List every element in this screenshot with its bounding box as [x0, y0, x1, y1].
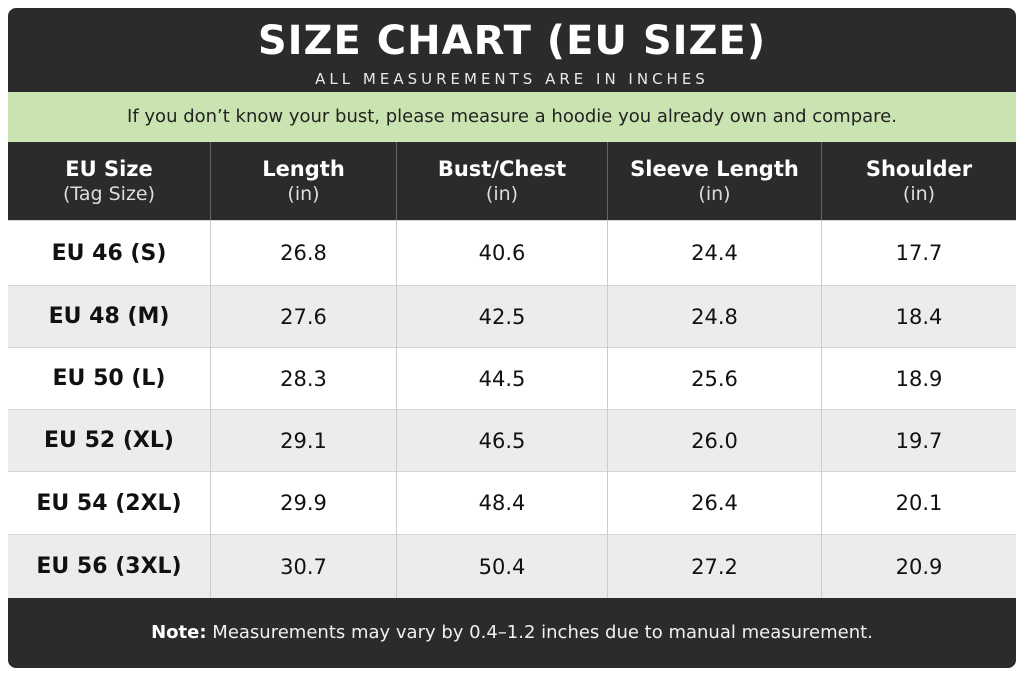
measure-cell: 50.4	[396, 534, 607, 598]
measure-cell: 48.4	[396, 471, 607, 534]
measure-cell: 27.6	[210, 285, 396, 347]
measure-cell: 26.8	[210, 220, 396, 285]
measure-cell: 40.6	[396, 220, 607, 285]
measure-cell: 27.2	[607, 534, 821, 598]
size-cell: EU 50 (L)	[8, 347, 210, 409]
measure-cell: 25.6	[607, 347, 821, 409]
measure-cell: 18.4	[821, 285, 1016, 347]
measure-cell: 17.7	[821, 220, 1016, 285]
title: SIZE CHART (EU SIZE)	[257, 18, 767, 64]
notice: If you don’t know your bust, please meas…	[8, 92, 1016, 142]
size-chart: SIZE CHART (EU SIZE) ALL MEASUREMENTS AR…	[8, 8, 1016, 668]
note-text: Measurements may vary by 0.4–1.2 inches …	[212, 622, 873, 643]
measure-cell: 20.9	[821, 534, 1016, 598]
size-cell: EU 54 (2XL)	[8, 471, 210, 534]
measure-cell: 26.0	[607, 409, 821, 471]
column-unit: (in)	[902, 183, 936, 205]
measure-cell: 20.1	[821, 471, 1016, 534]
column-label: EU Size	[65, 157, 153, 181]
subtitle: ALL MEASUREMENTS ARE IN INCHES	[315, 70, 709, 88]
measure-cell: 42.5	[396, 285, 607, 347]
measure-cell: 24.8	[607, 285, 821, 347]
column-label: Bust/Chest	[437, 157, 567, 181]
measure-cell: 28.3	[210, 347, 396, 409]
measure-cell: 18.9	[821, 347, 1016, 409]
measure-cell: 24.4	[607, 220, 821, 285]
note-label: Note:	[151, 622, 207, 643]
column-header: Sleeve Length (in)	[607, 142, 821, 220]
measure-cell: 30.7	[210, 534, 396, 598]
column-header: Length (in)	[210, 142, 396, 220]
size-cell: EU 48 (M)	[8, 285, 210, 347]
column-header: Shoulder (in)	[821, 142, 1016, 220]
measure-cell: 44.5	[396, 347, 607, 409]
size-cell: EU 46 (S)	[8, 220, 210, 285]
column-header: Bust/Chest (in)	[396, 142, 607, 220]
size-cell: EU 52 (XL)	[8, 409, 210, 471]
column-header: EU Size (Tag Size)	[8, 142, 210, 220]
column-label: Length	[262, 157, 345, 181]
header: SIZE CHART (EU SIZE) ALL MEASUREMENTS AR…	[8, 8, 1016, 92]
column-label: Shoulder	[865, 157, 973, 181]
measure-cell: 29.1	[210, 409, 396, 471]
measure-cell: 19.7	[821, 409, 1016, 471]
table: EU Size (Tag Size) Length (in) Bust/Chest (in…	[8, 142, 1016, 598]
size-cell: EU 56 (3XL)	[8, 534, 210, 598]
column-unit: (in)	[485, 183, 519, 205]
measure-cell: 46.5	[396, 409, 607, 471]
column-unit: (Tag Size)	[62, 183, 156, 205]
measure-cell: 26.4	[607, 471, 821, 534]
column-unit: (in)	[287, 183, 320, 205]
footer: Note: Measurements may vary by 0.4–1.2 i…	[8, 598, 1016, 668]
column-label: Sleeve Length	[630, 157, 799, 181]
measure-cell: 29.9	[210, 471, 396, 534]
column-unit: (in)	[698, 183, 731, 205]
